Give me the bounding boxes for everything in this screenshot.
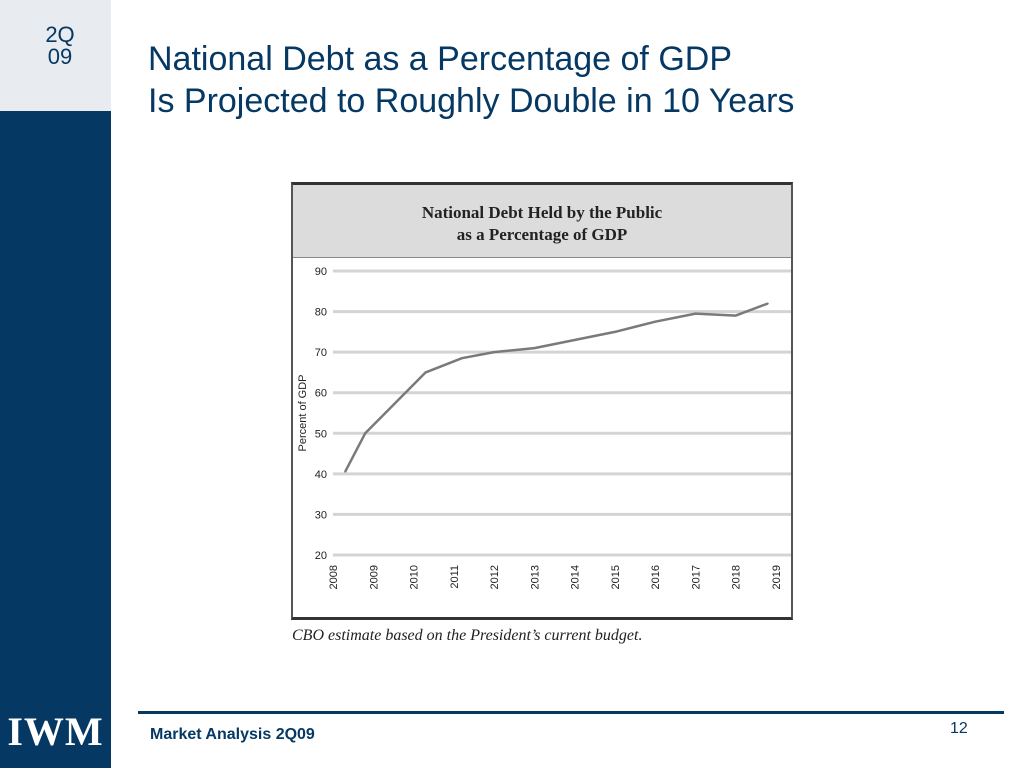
y-tick-label: 50 [315,428,327,440]
x-tick-label: 2011 [449,565,461,589]
data-point [344,471,346,473]
y-tick-label: 30 [315,509,327,521]
data-point [364,432,367,435]
footer-divider [138,711,1004,714]
x-tick-label: 2010 [409,565,421,589]
x-tick-label: 2018 [731,565,743,589]
x-tick-label: 2014 [570,565,582,589]
x-tick-label: 2015 [610,565,622,589]
data-point [694,312,697,315]
quarter-label: 2Q 09 [10,24,110,68]
y-tick-label: 70 [315,347,327,359]
chart-title: National Debt Held by the Public as a Pe… [293,202,791,246]
y-tick-label: 60 [315,388,327,400]
slide-title-line-2: Is Projected to Roughly Double in 10 Yea… [148,82,795,120]
x-tick-label: 2013 [529,565,541,589]
x-tick-label: 2009 [368,565,380,589]
y-tick-label: 80 [315,307,327,319]
data-point [734,314,737,317]
data-point [533,347,536,349]
x-tick-label: 2008 [328,565,340,589]
x-tick-label: 2017 [690,565,702,589]
chart-caption: CBO estimate based on the President’s cu… [292,627,643,644]
quarter-badge: 2Q 09 [0,0,111,111]
footer-label: Market Analysis 2Q09 [150,726,315,743]
data-point [461,357,463,360]
data-point [424,371,427,374]
slide-title-line-1: National Debt as a Percentage of GDP [148,40,732,78]
data-point [392,404,395,406]
y-axis-label: Percent of GDP [297,374,309,451]
x-tick-label: 2012 [489,565,501,589]
line-chart: 20 30 40 50 60 70 80 90 2008 2009 2010 2011 2012 2013… [297,266,791,589]
x-tick-label: 2016 [650,565,662,589]
quarter-line-2: 09 [47,44,73,69]
sidebar: 2Q 09 IWM [0,0,111,768]
series-line-0 [343,302,769,473]
quarter-line-1: 2Q [45,22,75,47]
data-point [654,320,656,323]
chart-header: National Debt Held by the Public as a Pe… [293,185,791,258]
x-tick-label: 2019 [771,565,783,589]
page-number: 12 [950,720,968,737]
y-tick-label: 90 [315,266,327,278]
y-tick-label: 20 [315,550,327,562]
y-tick-label: 40 [315,469,327,481]
iwm-logo: IWM [7,709,104,754]
data-point [614,331,616,333]
data-point [573,339,576,341]
chart-frame: National Debt Held by the Public as a Pe… [291,182,793,620]
slide-title: National Debt as a Percentage of GDP Is … [148,38,1008,122]
data-point [767,302,769,305]
chart-title-line-2: as a Percentage of GDP [456,225,628,244]
chart-title-line-1: National Debt Held by the Public [421,203,663,222]
data-point [493,351,495,353]
